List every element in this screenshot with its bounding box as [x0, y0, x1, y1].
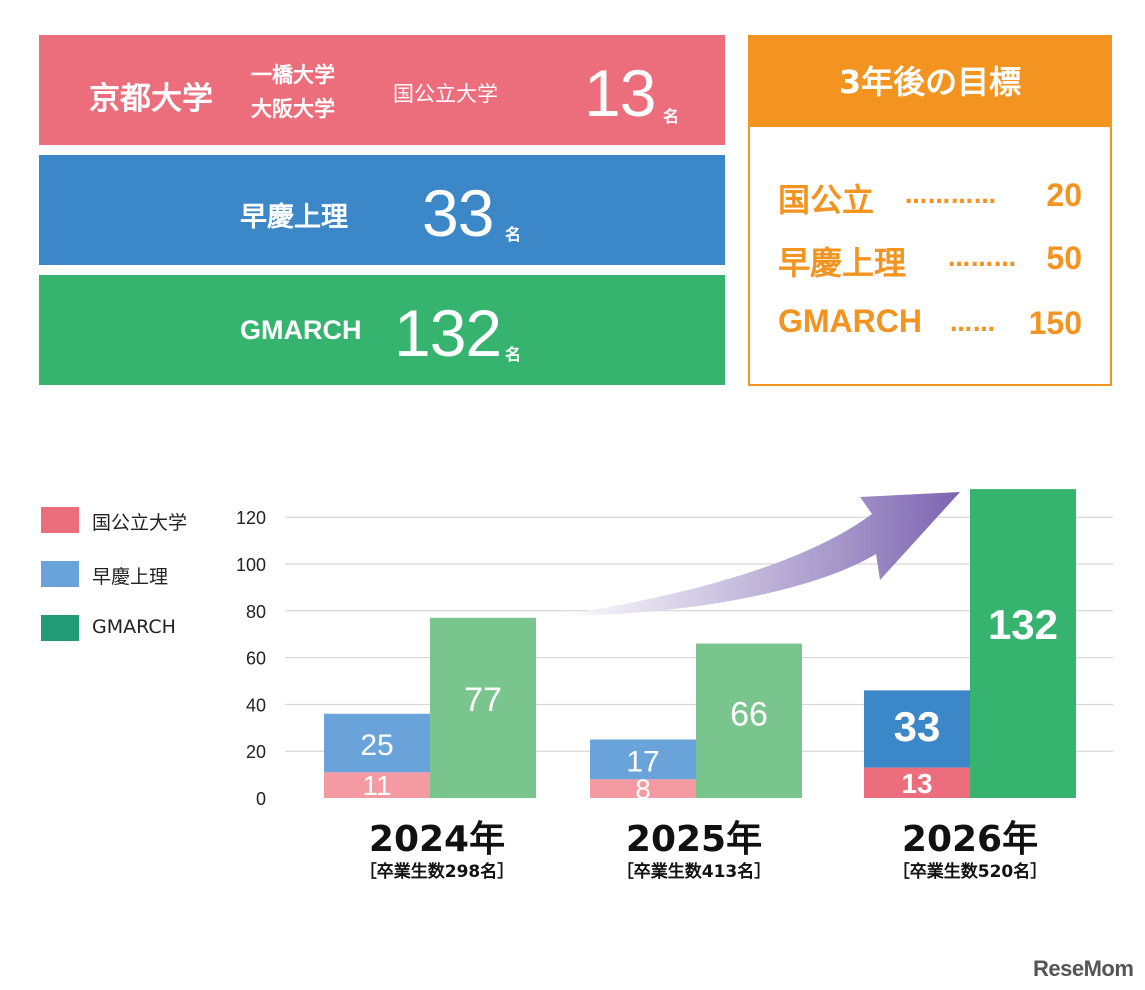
- goal-dots-soukei: ………: [948, 247, 1017, 272]
- gmarch-count: 132: [394, 296, 502, 370]
- hitotsubashi-univ-label: 一橋大学: [251, 63, 335, 87]
- graduates-2025: ［卒業生数413名］: [616, 862, 772, 882]
- soukei-band: 早慶上理 33 名: [39, 155, 725, 265]
- gmarch-unit: 名: [505, 345, 522, 364]
- year-label-2026: 2026年: [901, 819, 1039, 860]
- soukei-unit: 名: [505, 225, 522, 244]
- soukei-label: 早慶上理: [240, 202, 348, 233]
- y-tick-20: 20: [246, 742, 266, 762]
- bar-national-2: [864, 767, 970, 798]
- year-label-2024: 2024年: [368, 819, 506, 860]
- bar-national-1: [590, 779, 696, 798]
- legend-swatch-soukei: [41, 561, 79, 587]
- bar-gmarch-0: [430, 617, 536, 798]
- trend-arrow: [555, 492, 960, 616]
- national-univ-label: 国公立大学: [393, 82, 498, 106]
- label-soukei-0: 25: [360, 729, 393, 762]
- legend-label-soukei: 早慶上理: [92, 566, 169, 588]
- bar-soukei-2: [864, 690, 970, 768]
- goal-title: 3年後の目標: [750, 37, 1110, 127]
- gmarch-label: GMARCH: [240, 315, 362, 345]
- osaka-univ-label: 大阪大学: [251, 97, 335, 121]
- y-tick-120: 120: [236, 508, 266, 528]
- gmarch-band: GMARCH 132 名: [39, 275, 725, 385]
- label-gmarch-2: 132: [988, 601, 1058, 648]
- goal-value-soukei: 50: [1046, 240, 1082, 276]
- bar-chart: 0 20 40 60 80 100 120 11 25 77 817 66 13 33 132: [236, 489, 1113, 809]
- label-national-2: 13: [901, 768, 932, 799]
- resemom-logo: ReseMom: [1033, 956, 1134, 981]
- graduates-2024: ［卒業生数298名］: [359, 862, 515, 882]
- label-national-0: 11: [362, 770, 391, 801]
- national-unit: 名: [663, 107, 680, 126]
- national-count: 13: [584, 56, 656, 130]
- bar-gmarch-1: [696, 643, 802, 798]
- national-universities-band: 京都大学 一橋大学 大阪大学 国公立大学 13 名: [39, 35, 725, 145]
- y-tick-0: 0: [256, 789, 266, 809]
- goal-label-national: 国公立: [778, 181, 875, 219]
- y-tick-100: 100: [236, 555, 266, 575]
- goal-value-national: 20: [1046, 177, 1082, 213]
- y-tick-60: 60: [246, 649, 266, 669]
- goal-label-soukei: 早慶上理: [778, 244, 907, 282]
- goal-panel: 3年後の目標 国公立 ………… 20 早慶上理 ……… 50 GMARCH ………: [748, 35, 1112, 386]
- bar-soukei-1: [590, 739, 696, 780]
- bar-gmarch-2: [970, 489, 1076, 798]
- graduates-2026: ［卒業生数520名］: [892, 862, 1048, 882]
- legend-swatch-gmarch: [41, 615, 79, 641]
- label-gmarch-1: 66: [730, 696, 768, 734]
- soukei-count: 33: [422, 176, 494, 250]
- kyoto-univ-label: 京都大学: [89, 81, 213, 117]
- label-gmarch-0: 77: [464, 681, 502, 719]
- bar-national-0: [324, 772, 430, 798]
- year-label-2025: 2025年: [625, 819, 763, 860]
- legend-label-national: 国公立大学: [92, 512, 188, 534]
- label-soukei-2: 33: [894, 703, 941, 750]
- y-tick-80: 80: [246, 602, 266, 622]
- label-national-1: 8: [635, 774, 651, 805]
- goal-dots-national: …………: [905, 184, 997, 209]
- bar-soukei-0: [324, 713, 430, 773]
- goal-dots-gmarch: ……: [950, 312, 996, 337]
- legend-swatch-national: [41, 507, 79, 533]
- label-soukei-1: 17: [626, 745, 659, 778]
- goal-label-gmarch: GMARCH: [778, 303, 922, 339]
- y-tick-40: 40: [246, 695, 266, 715]
- goal-value-gmarch: 150: [1028, 305, 1082, 341]
- legend-label-gmarch: GMARCH: [92, 616, 176, 638]
